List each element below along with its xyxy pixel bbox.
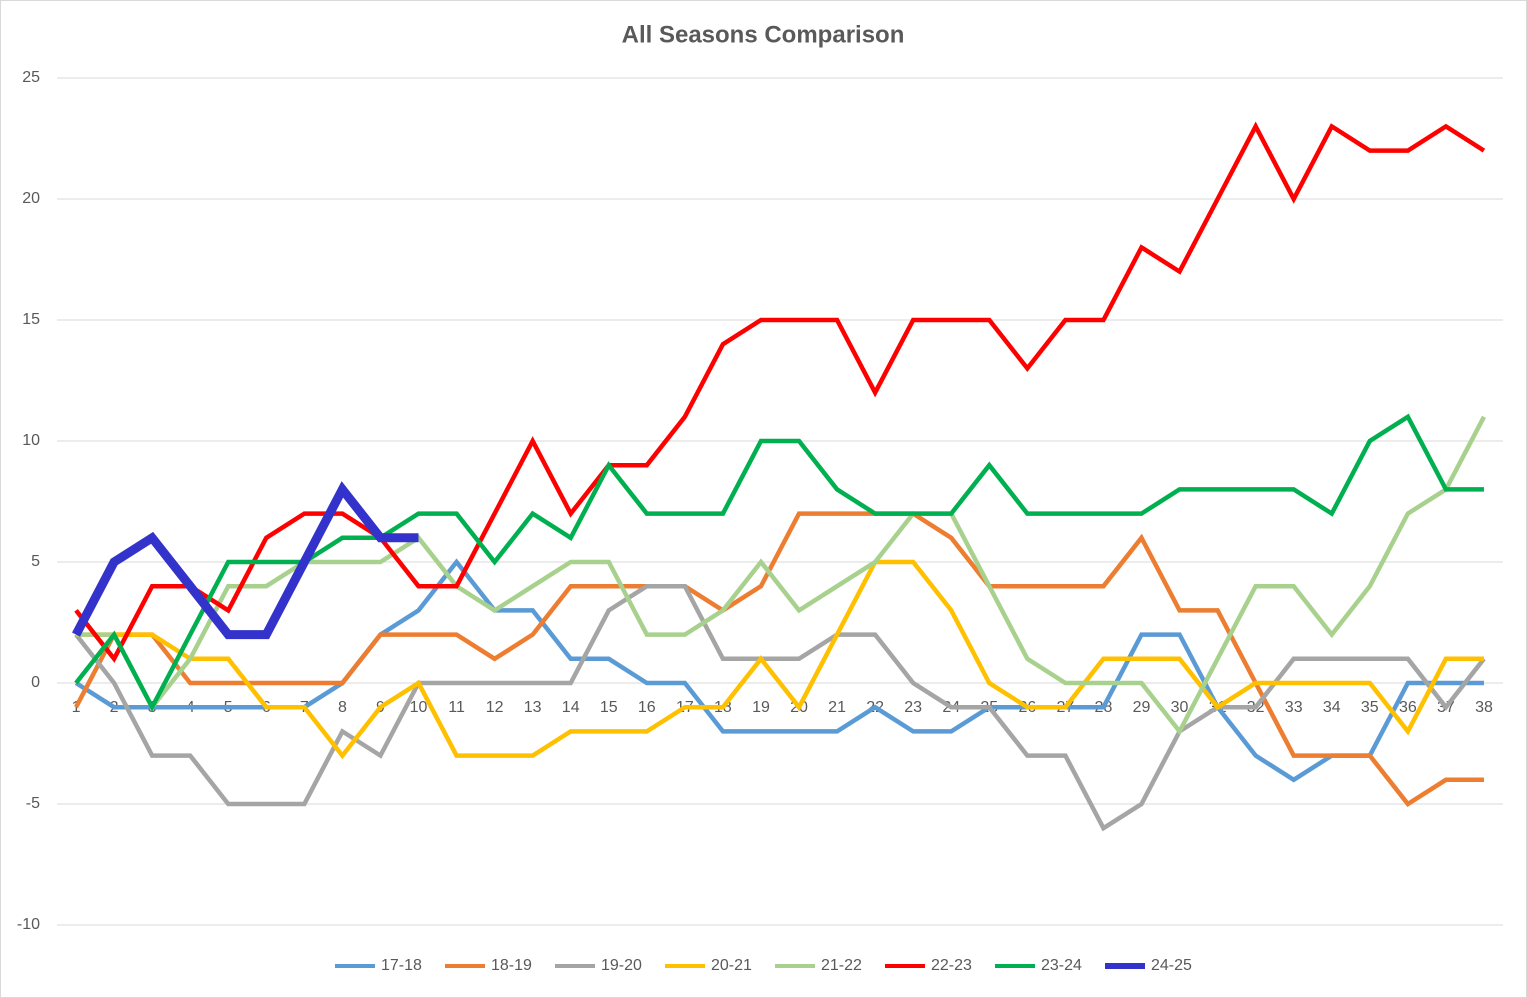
- legend-label: 18-19: [491, 957, 532, 974]
- chart-title: All Seasons Comparison: [622, 21, 905, 48]
- x-tick-label: 19: [752, 699, 770, 716]
- x-tick-label: 36: [1399, 699, 1417, 716]
- x-tick-label: 13: [524, 699, 542, 716]
- x-tick-label: 12: [486, 699, 504, 716]
- legend-label: 21-22: [821, 957, 862, 974]
- series-line: [74, 121, 1486, 663]
- series-line: [72, 481, 419, 640]
- x-tick-label: 38: [1475, 699, 1493, 716]
- y-tick-label: 10: [22, 432, 40, 449]
- x-tick-label: 34: [1323, 699, 1341, 716]
- x-tick-label: 29: [1133, 699, 1151, 716]
- legend-label: 17-18: [381, 957, 422, 974]
- x-tick-label: 30: [1171, 699, 1189, 716]
- legend-label: 19-20: [601, 957, 642, 974]
- x-tick-label: 35: [1361, 699, 1379, 716]
- legend-label: 23-24: [1041, 957, 1082, 974]
- legend-label: 22-23: [931, 957, 972, 974]
- series-line: [74, 583, 1486, 832]
- y-tick-label: 25: [22, 69, 40, 86]
- x-tick-label: 33: [1285, 699, 1303, 716]
- y-tick-label: 20: [22, 190, 40, 207]
- y-tick-label: 5: [31, 553, 40, 570]
- x-tick-label: 1: [72, 699, 81, 716]
- series-line: [74, 511, 1484, 807]
- series-line: [74, 558, 1484, 783]
- x-tick-label: 8: [338, 699, 347, 716]
- y-tick-label: 15: [22, 311, 40, 328]
- x-tick-label: 16: [638, 699, 656, 716]
- x-tick-label: 14: [562, 699, 580, 716]
- y-tick-label: -10: [17, 916, 40, 933]
- series-line: [76, 415, 1486, 736]
- series-line: [76, 559, 1484, 760]
- y-tick-label: 0: [31, 674, 40, 691]
- x-tick-label: 11: [448, 699, 465, 716]
- x-tick-label: 15: [600, 699, 618, 716]
- x-tick-label: 10: [410, 699, 428, 716]
- legend-label: 20-21: [711, 957, 752, 974]
- x-tick-label: 21: [828, 699, 846, 716]
- y-tick-label: -5: [26, 795, 40, 812]
- x-tick-label: 23: [904, 699, 922, 716]
- legend-label: 24-25: [1151, 957, 1192, 974]
